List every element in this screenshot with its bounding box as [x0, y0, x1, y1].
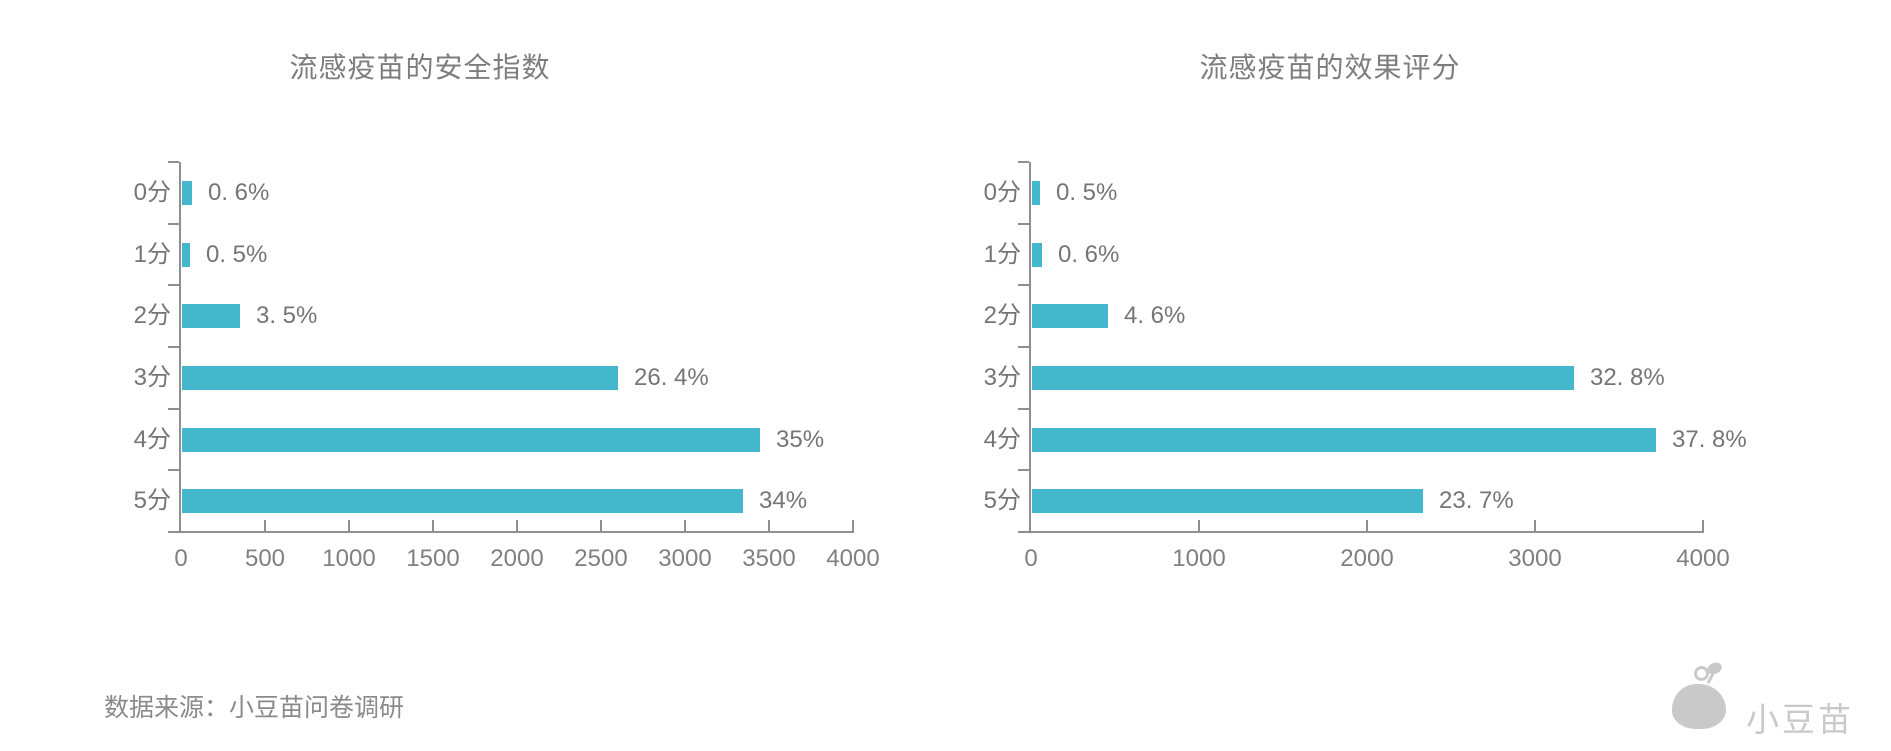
x-tick — [852, 520, 854, 531]
x-tick-label: 2500 — [574, 545, 628, 572]
x-tick — [264, 520, 266, 531]
category-label: 2分 — [133, 302, 171, 329]
x-tick — [432, 520, 434, 531]
y-axis — [1029, 162, 1031, 533]
category-label: 1分 — [133, 241, 171, 268]
value-label: 26. 4% — [634, 364, 709, 391]
category-label: 0分 — [133, 179, 171, 206]
x-tick — [1198, 520, 1200, 531]
x-tick-label: 3500 — [742, 545, 796, 572]
logo-sprout-ring-icon — [1694, 666, 1709, 681]
bar — [1032, 428, 1656, 452]
logo-wordmark: 小豆苗 — [1746, 701, 1854, 738]
y-axis — [179, 162, 181, 533]
bar — [182, 181, 192, 205]
category-label: 2分 — [983, 302, 1021, 329]
x-tick-label: 2000 — [1340, 545, 1394, 572]
x-axis — [168, 531, 854, 533]
bar — [182, 366, 618, 390]
category-label: 5分 — [983, 487, 1021, 514]
x-tick-label: 4000 — [1676, 545, 1730, 572]
y-tick — [168, 284, 179, 286]
x-tick-label: 1500 — [406, 545, 460, 572]
category-label: 3分 — [133, 364, 171, 391]
category-label: 0分 — [983, 179, 1021, 206]
value-label: 23. 7% — [1439, 487, 1514, 514]
bar — [182, 428, 760, 452]
category-label: 3分 — [983, 364, 1021, 391]
y-tick — [168, 469, 179, 471]
x-tick — [600, 520, 602, 531]
x-tick-label: 3000 — [1508, 545, 1562, 572]
value-label: 3. 5% — [256, 302, 318, 329]
category-label: 1分 — [983, 241, 1021, 268]
y-tick — [1018, 223, 1029, 225]
y-tick — [1018, 469, 1029, 471]
value-label: 0. 6% — [1058, 241, 1120, 268]
y-tick — [1018, 284, 1029, 286]
x-tick-label: 2000 — [490, 545, 544, 572]
y-tick — [1018, 408, 1029, 410]
x-tick-label: 0 — [1024, 545, 1038, 572]
value-label: 37. 8% — [1672, 426, 1747, 453]
x-tick-label: 1000 — [1172, 545, 1226, 572]
x-tick — [516, 520, 518, 531]
value-label: 0. 5% — [206, 241, 268, 268]
category-label: 5分 — [133, 487, 171, 514]
y-tick — [168, 161, 179, 163]
y-tick — [1018, 346, 1029, 348]
bar — [1032, 489, 1423, 513]
x-tick — [1366, 520, 1368, 531]
y-tick — [168, 223, 179, 225]
x-tick — [1702, 520, 1704, 531]
x-tick-label: 500 — [244, 545, 286, 572]
chart-title: 流感疫苗的效果评分 — [1199, 52, 1461, 83]
x-tick-label: 1000 — [322, 545, 376, 572]
chart-title: 流感疫苗的安全指数 — [289, 52, 551, 83]
y-tick — [168, 408, 179, 410]
y-tick — [168, 346, 179, 348]
value-label: 34% — [759, 487, 808, 514]
logo-bean-icon — [1672, 684, 1726, 729]
bar — [182, 489, 743, 513]
bar — [1032, 366, 1574, 390]
bar — [1032, 243, 1042, 267]
y-tick — [1018, 161, 1029, 163]
x-tick — [348, 520, 350, 531]
x-tick — [684, 520, 686, 531]
value-label: 0. 5% — [1056, 179, 1118, 206]
x-tick-label: 4000 — [826, 545, 880, 572]
data-source-caption: 数据来源：小豆苗问卷调研 — [104, 694, 405, 722]
bar — [1032, 304, 1108, 328]
x-tick — [768, 520, 770, 531]
x-tick-label: 0 — [174, 545, 188, 572]
category-label: 4分 — [983, 426, 1021, 453]
category-label: 4分 — [133, 426, 171, 453]
x-axis — [1018, 531, 1704, 533]
bar — [182, 243, 190, 267]
value-label: 4. 6% — [1124, 302, 1186, 329]
bar — [182, 304, 240, 328]
value-label: 32. 8% — [1590, 364, 1665, 391]
bar — [1032, 181, 1040, 205]
x-tick — [1534, 520, 1536, 531]
value-label: 35% — [776, 426, 825, 453]
x-tick-label: 3000 — [658, 545, 712, 572]
value-label: 0. 6% — [208, 179, 270, 206]
